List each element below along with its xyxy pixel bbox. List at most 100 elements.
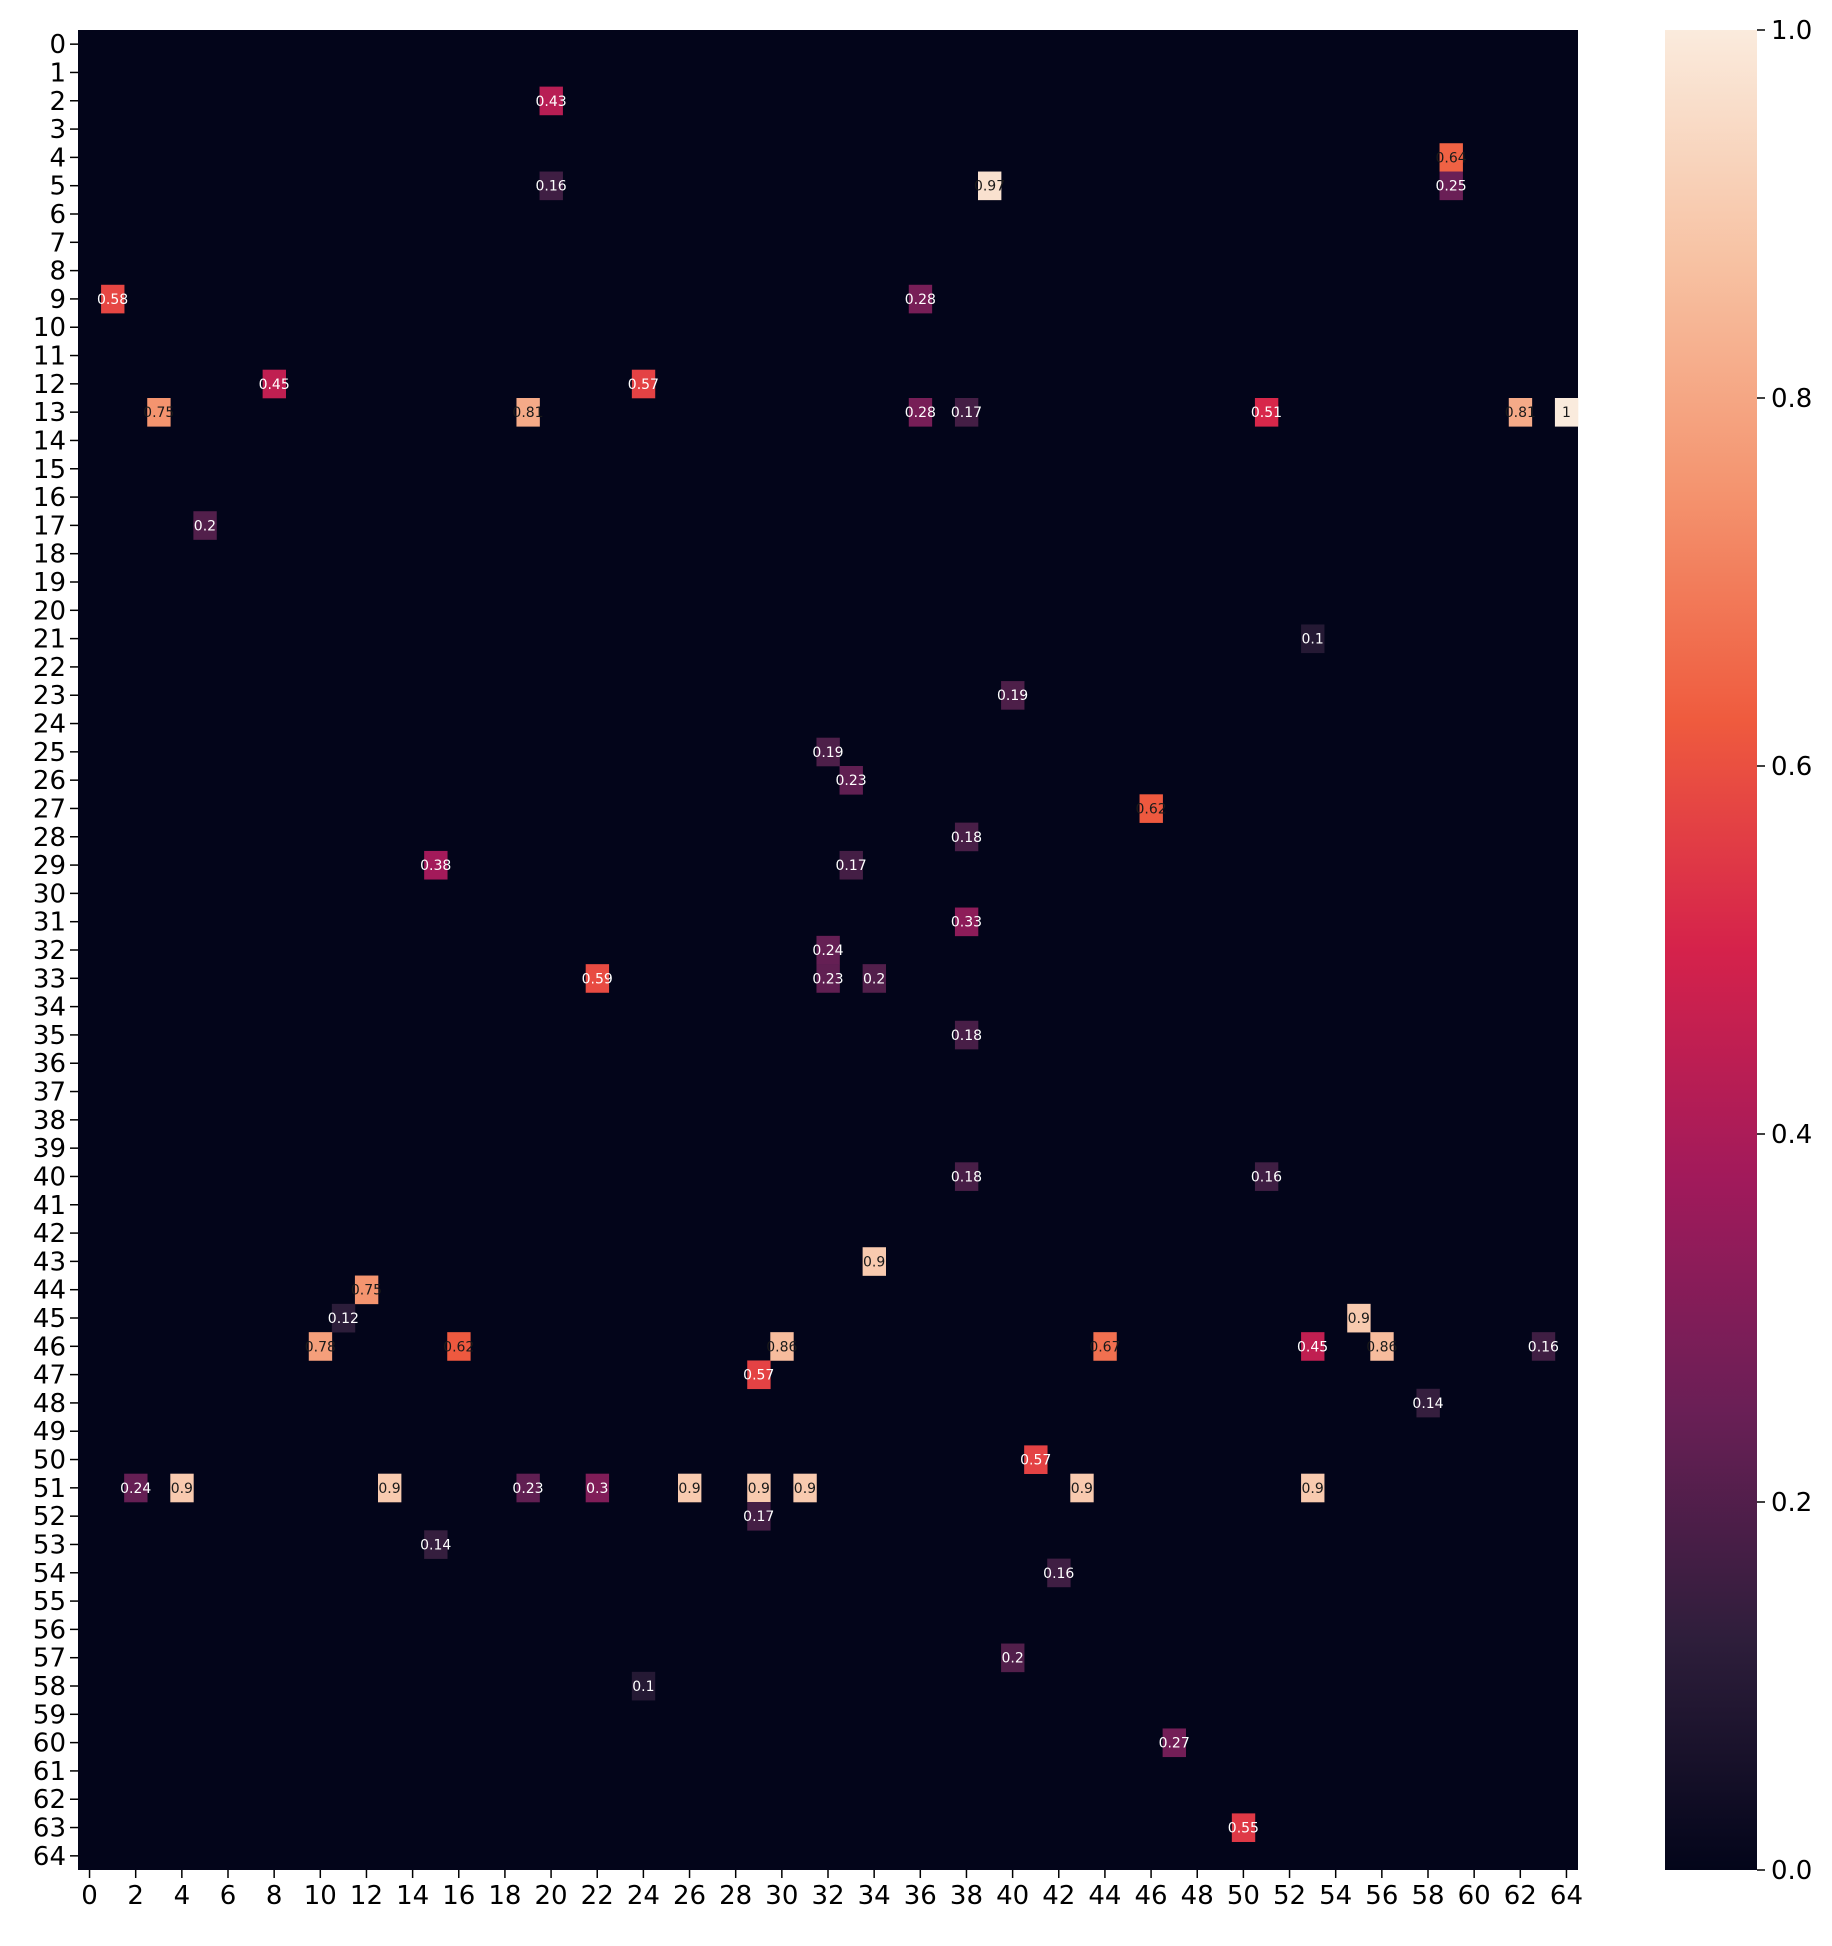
y-tick-label: 62 xyxy=(33,1785,66,1815)
heatmap-cell xyxy=(954,398,979,427)
heatmap-cell xyxy=(747,1360,771,1390)
heatmap-cell xyxy=(1139,794,1163,823)
x-tick-label: 10 xyxy=(304,1881,337,1911)
x-tick-label: 0 xyxy=(81,1881,98,1911)
cell-annotation: 0.9 xyxy=(794,1481,816,1497)
y-tick-label: 55 xyxy=(33,1587,66,1617)
cell-annotation: 0.2 xyxy=(863,971,885,987)
heatmap-cell xyxy=(354,1275,379,1305)
x-tick-label: 4 xyxy=(174,1881,191,1911)
y-tick-label: 32 xyxy=(33,936,66,966)
heatmap-cell xyxy=(1093,1332,1117,1361)
heatmap-cell xyxy=(262,369,286,399)
cell-annotation: 0.78 xyxy=(305,1339,336,1355)
cell-annotation: 0.12 xyxy=(328,1311,359,1327)
heatmap-cell xyxy=(170,1473,194,1503)
heatmap-cell xyxy=(954,1020,979,1050)
y-tick-label: 51 xyxy=(33,1474,66,1504)
cell-annotation: 0.38 xyxy=(420,858,451,874)
heatmap-cell xyxy=(1370,1332,1394,1361)
cell-annotation: 0.18 xyxy=(951,1028,982,1044)
cell-annotation: 0.24 xyxy=(812,943,843,959)
y-tick-label: 6 xyxy=(49,200,66,230)
y-tick-label: 42 xyxy=(33,1219,66,1249)
heatmap-cell xyxy=(516,398,540,427)
heatmap-cell xyxy=(862,964,886,993)
cell-annotation: 0.27 xyxy=(1159,1736,1190,1752)
cell-annotation: 0.9 xyxy=(1301,1481,1323,1497)
cell-annotation: 0.81 xyxy=(1505,405,1536,421)
cell-annotation: 0.55 xyxy=(1228,1821,1259,1837)
heatmap-cells xyxy=(78,30,1579,1870)
y-tick-label: 18 xyxy=(33,540,66,570)
cell-annotation: 0.28 xyxy=(905,405,936,421)
cell-annotation: 0.59 xyxy=(582,971,613,987)
heatmap-cell xyxy=(1001,1643,1025,1673)
cell-annotation: 0.45 xyxy=(259,377,290,393)
heatmap-cell xyxy=(1347,1303,1371,1333)
x-tick-label: 62 xyxy=(1504,1881,1537,1911)
heatmap-cell xyxy=(331,1303,356,1333)
heatmap-cell xyxy=(124,1473,148,1503)
x-tick-label: 28 xyxy=(719,1881,752,1911)
cell-annotation: 0.62 xyxy=(1135,801,1166,817)
x-tick-label: 40 xyxy=(996,1881,1029,1911)
y-tick-label: 8 xyxy=(49,257,66,287)
y-tick-label: 9 xyxy=(49,285,66,315)
y-tick-label: 3 xyxy=(49,115,66,145)
heatmap-cell xyxy=(101,284,125,314)
cell-annotation: 0.57 xyxy=(743,1368,774,1384)
heatmap-cell xyxy=(539,171,563,201)
cell-annotation: 0.33 xyxy=(951,915,982,931)
y-tick-label: 54 xyxy=(33,1559,66,1589)
heatmap-cell xyxy=(954,1162,979,1191)
cell-annotation: 0.67 xyxy=(1089,1339,1120,1355)
heatmap-cell xyxy=(631,1671,656,1701)
cell-annotation: 0.23 xyxy=(812,971,843,987)
heatmap-cell xyxy=(1301,624,1325,654)
x-tick-label: 54 xyxy=(1319,1881,1352,1911)
heatmap-cell xyxy=(1508,398,1533,427)
y-tick-label: 12 xyxy=(33,370,66,400)
colorbar-tick-label: 0.6 xyxy=(1771,752,1812,782)
y-tick-label: 59 xyxy=(33,1700,66,1730)
heatmap-cell xyxy=(1254,398,1279,427)
heatmap-cell xyxy=(1254,1162,1279,1191)
cell-annotation: 0.23 xyxy=(835,773,866,789)
y-tick-label: 19 xyxy=(33,568,66,598)
y-tick-label: 58 xyxy=(33,1672,66,1702)
y-tick-label: 50 xyxy=(33,1446,66,1476)
heatmap-cell xyxy=(908,284,933,314)
heatmap-cell xyxy=(747,1502,771,1531)
heatmap-cell xyxy=(424,850,448,880)
heatmap-cell xyxy=(816,964,840,993)
colorbar-tick-label: 1.0 xyxy=(1771,16,1812,46)
cell-annotation: 0.16 xyxy=(1528,1339,1559,1355)
cell-annotation: 0.75 xyxy=(351,1283,382,1299)
cell-annotation: 0.9 xyxy=(171,1481,193,1497)
heatmap-cell xyxy=(1416,1388,1440,1418)
cell-annotation: 0.9 xyxy=(748,1481,770,1497)
cell-annotation: 0.9 xyxy=(678,1481,700,1497)
heatmap-cell xyxy=(1301,1473,1325,1503)
x-tick-label: 32 xyxy=(811,1881,844,1911)
x-tick-label: 2 xyxy=(127,1881,144,1911)
cell-annotation: 0.23 xyxy=(512,1481,543,1497)
heatmap-cell xyxy=(1024,1445,1048,1474)
x-tick-label: 50 xyxy=(1227,1881,1260,1911)
cell-annotation: 0.2 xyxy=(194,518,216,534)
heatmap-cell xyxy=(1070,1473,1094,1503)
heatmap-cell xyxy=(516,1473,540,1503)
cell-annotation: 0.81 xyxy=(512,405,543,421)
heatmap-cell xyxy=(193,511,217,540)
heatmap-cell xyxy=(770,1332,794,1361)
y-tick-label: 5 xyxy=(49,172,66,202)
x-tick-label: 46 xyxy=(1135,1881,1168,1911)
cell-annotation: 0.57 xyxy=(1020,1453,1051,1469)
y-tick-label: 31 xyxy=(33,908,66,938)
x-tick-label: 36 xyxy=(904,1881,937,1911)
cell-annotation: 0.62 xyxy=(443,1339,474,1355)
colorbar-tick-label: 0.4 xyxy=(1771,1120,1812,1150)
cell-annotation: 0.16 xyxy=(1251,1169,1282,1185)
